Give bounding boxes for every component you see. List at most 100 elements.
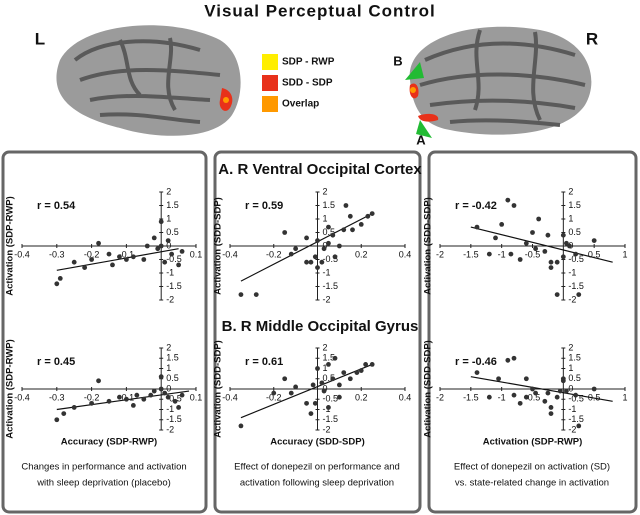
point bbox=[57, 276, 63, 281]
point bbox=[326, 224, 331, 230]
y-tick-label: -0.5 bbox=[323, 394, 339, 404]
caption: Changes in performance and activation bbox=[21, 462, 186, 473]
point bbox=[523, 376, 529, 382]
point bbox=[89, 400, 94, 406]
point bbox=[89, 257, 94, 262]
point bbox=[358, 368, 364, 373]
point bbox=[71, 259, 77, 265]
x-tick-label: -0.3 bbox=[49, 249, 65, 259]
y-tick-label: 2 bbox=[166, 342, 171, 352]
point bbox=[341, 370, 347, 375]
caption: with sleep deprivation (placebo) bbox=[36, 478, 171, 489]
r-label: r = 0.54 bbox=[37, 200, 76, 212]
point bbox=[554, 292, 560, 297]
y-tick-label: -2 bbox=[568, 294, 576, 304]
point bbox=[61, 411, 67, 416]
point bbox=[576, 292, 582, 297]
y-tick-label: 1 bbox=[166, 363, 171, 373]
point bbox=[304, 400, 309, 406]
point bbox=[358, 222, 364, 227]
point bbox=[363, 362, 369, 367]
y-tick-label: -0.5 bbox=[323, 254, 339, 264]
x-tick-label: -0.4 bbox=[14, 392, 30, 402]
point bbox=[533, 246, 538, 252]
point bbox=[564, 388, 569, 394]
point bbox=[486, 394, 492, 400]
x-axis-label: Accuracy (SDD-SDP) bbox=[270, 437, 365, 448]
y-tick-label: 2 bbox=[568, 342, 573, 352]
x-tick-label: 0.4 bbox=[399, 392, 412, 402]
point bbox=[288, 251, 294, 257]
y-axis-label: Activation (SDP-RWP) bbox=[5, 339, 16, 439]
x-tick-label: -0.4 bbox=[222, 249, 238, 259]
point bbox=[530, 386, 535, 392]
point bbox=[238, 423, 244, 429]
point bbox=[151, 235, 157, 241]
fit-line bbox=[470, 226, 613, 263]
caption: Effect of donepezil on performance and bbox=[234, 462, 400, 473]
point bbox=[554, 394, 560, 400]
x-tick-label: -0.3 bbox=[49, 392, 65, 402]
y-tick-label: -1 bbox=[568, 267, 576, 277]
point bbox=[271, 390, 277, 396]
point bbox=[117, 394, 122, 400]
fit-line bbox=[470, 376, 613, 402]
x-tick-label: -1.5 bbox=[463, 392, 479, 402]
caption: Effect of donepezil on activation (SD) bbox=[454, 462, 610, 473]
point bbox=[319, 259, 325, 265]
x-tick-label: 0.2 bbox=[355, 392, 368, 402]
x-tick-label: -2 bbox=[436, 249, 444, 259]
y-tick-label: -1 bbox=[568, 404, 576, 414]
point bbox=[321, 388, 327, 394]
y-tick-label: 0 bbox=[166, 383, 171, 393]
point bbox=[564, 240, 569, 246]
y-tick-label: -1 bbox=[166, 404, 174, 414]
y-tick-label: 1 bbox=[166, 213, 171, 223]
point bbox=[350, 227, 355, 233]
y-tick-label: 1.5 bbox=[568, 353, 581, 363]
point bbox=[548, 405, 554, 410]
y-tick-label: -0.5 bbox=[166, 254, 182, 264]
y-tick-label: -1 bbox=[166, 267, 174, 277]
section-title: B. R Middle Occipital Gyrus bbox=[222, 318, 419, 335]
x-tick-label: 0.1 bbox=[190, 249, 203, 259]
point bbox=[336, 382, 342, 388]
x-tick-label: -0.2 bbox=[84, 392, 100, 402]
point bbox=[155, 246, 161, 252]
point bbox=[293, 384, 299, 390]
x-tick-label: -1 bbox=[498, 392, 506, 402]
point bbox=[332, 254, 338, 260]
y-tick-label: 0 bbox=[568, 383, 573, 393]
point bbox=[533, 390, 538, 396]
point bbox=[486, 251, 492, 257]
point bbox=[134, 392, 140, 398]
y-tick-label: -2 bbox=[166, 294, 174, 304]
x-tick-label: -0.2 bbox=[266, 392, 282, 402]
point bbox=[315, 265, 320, 270]
point bbox=[554, 259, 560, 265]
y-tick-label: 0 bbox=[323, 383, 328, 393]
point bbox=[144, 243, 150, 249]
legend-swatch bbox=[262, 96, 278, 112]
point bbox=[548, 411, 554, 416]
x-tick-label: 0.1 bbox=[190, 392, 203, 402]
point bbox=[560, 232, 566, 238]
y-tick-label: 1 bbox=[323, 363, 328, 373]
point bbox=[238, 292, 244, 297]
point bbox=[523, 394, 529, 400]
point bbox=[493, 235, 498, 241]
point bbox=[110, 262, 115, 268]
point bbox=[96, 240, 101, 246]
point bbox=[341, 227, 347, 233]
point bbox=[347, 376, 353, 382]
arrow-label: A bbox=[416, 132, 426, 147]
point bbox=[332, 355, 338, 361]
point bbox=[319, 380, 325, 386]
point bbox=[312, 400, 318, 406]
point bbox=[517, 400, 523, 406]
point bbox=[253, 292, 259, 297]
y-tick-label: 0.5 bbox=[568, 227, 581, 237]
point bbox=[321, 246, 327, 252]
point bbox=[158, 243, 164, 249]
point bbox=[505, 357, 511, 363]
